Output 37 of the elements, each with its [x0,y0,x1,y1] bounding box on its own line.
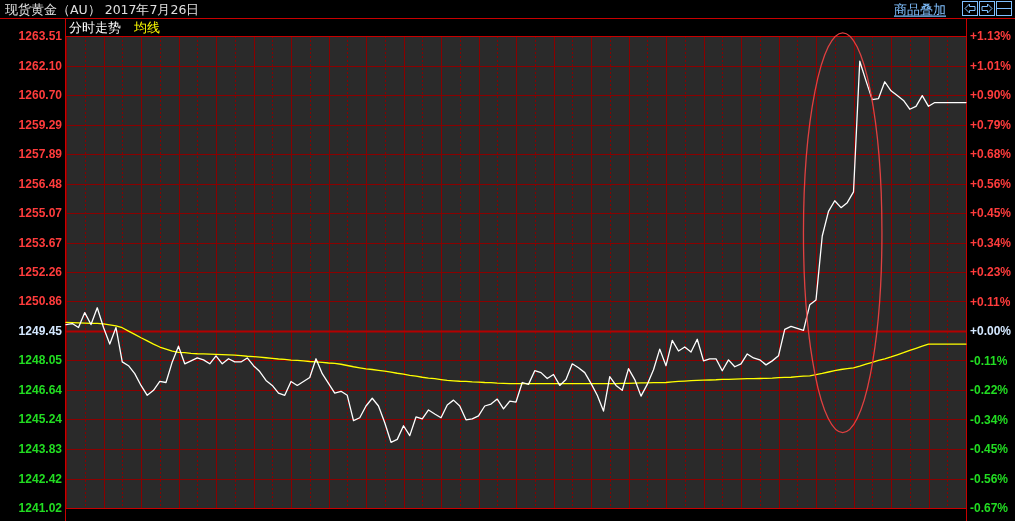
y2-tick-label: +0.45% [970,206,1012,220]
y-tick-label: 1259.29 [18,117,63,132]
y2-tick-label: +0.23% [970,265,1012,279]
y-tick-label: 1245.24 [18,412,63,427]
y2-tick-label: +0.56% [970,176,1012,191]
y-tick-label: 1253.67 [18,235,63,250]
y2-tick-label: +1.01% [970,58,1012,73]
y2-tick-label: -0.34% [970,412,1009,427]
y2-tick-label: +1.13% [970,29,1012,43]
y-tick-label: 1246.64 [18,383,63,398]
y-tick-label: 1248.05 [18,353,63,368]
y-tick-label: 1257.89 [18,146,63,161]
y2-tick-label: -0.56% [970,471,1009,486]
y-tick-label: 1242.42 [18,471,63,486]
y-tick-label: 1256.48 [18,176,63,191]
y-tick-label: 1262.10 [18,58,63,73]
y-tick-label: 1263.51 [18,29,63,43]
y-tick-label: 1243.83 [18,442,63,457]
y-tick-label: 1241.02 [18,501,63,515]
y2-tick-label: +0.79% [970,117,1012,132]
chart-title: 现货黄金（AU） 2017年7月26日 [5,1,200,17]
text: 商品叠加 [894,1,946,17]
y2-tick-label: +0.90% [970,88,1012,102]
y-tick-label: 1255.07 [18,206,63,221]
y2-tick-label: -0.22% [970,383,1009,397]
y2-tick-label: -0.45% [970,442,1009,456]
y-tick-label: 1252.26 [18,265,63,280]
y2-tick-label: -0.67% [970,501,1009,515]
y-tick-label: 1260.70 [18,87,63,102]
y2-tick-label: +0.68% [970,147,1012,161]
y2-tick-label: -0.11% [970,353,1008,368]
legend: 分时走势 均线 [69,19,160,35]
y2-tick-label: +0.11% [970,294,1011,309]
y-tick-label: 1250.86 [18,294,63,309]
y2-tick-label: +0.00% [970,324,1012,338]
y-tick-label: 1249.45 [18,324,63,339]
y2-tick-label: +0.34% [970,235,1012,250]
